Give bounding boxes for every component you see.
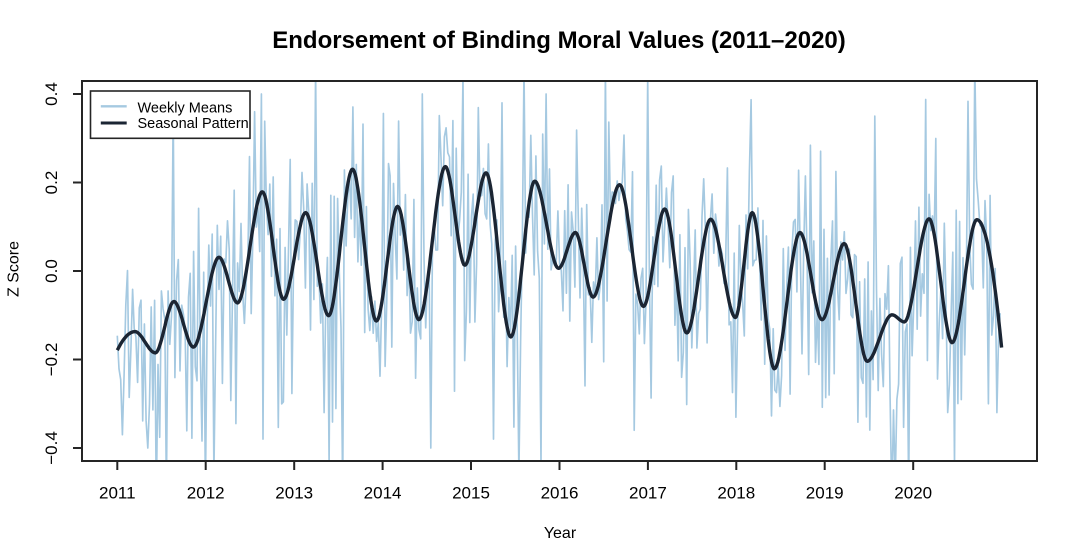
svg-text:2012: 2012	[187, 484, 225, 503]
svg-text:2017: 2017	[629, 484, 667, 503]
svg-text:Seasonal Pattern: Seasonal Pattern	[138, 116, 249, 132]
svg-text:2013: 2013	[275, 484, 313, 503]
svg-text:Endorsement of Binding Moral V: Endorsement of Binding Moral Values (201…	[272, 27, 846, 54]
svg-text:−0.4: −0.4	[42, 431, 61, 465]
svg-text:2016: 2016	[541, 484, 579, 503]
svg-text:Weekly Means: Weekly Means	[138, 100, 233, 116]
svg-text:2018: 2018	[717, 484, 755, 503]
svg-text:2011: 2011	[99, 484, 136, 503]
svg-text:2015: 2015	[452, 484, 490, 503]
svg-text:2020: 2020	[894, 484, 932, 503]
svg-text:Z Score: Z Score	[6, 241, 23, 297]
svg-text:0.2: 0.2	[42, 171, 61, 195]
svg-text:−0.2: −0.2	[42, 343, 61, 377]
svg-text:Year: Year	[544, 525, 577, 542]
svg-text:2019: 2019	[806, 484, 844, 503]
svg-text:0.4: 0.4	[42, 82, 61, 106]
svg-text:2014: 2014	[364, 484, 402, 503]
svg-text:0.0: 0.0	[42, 259, 61, 283]
